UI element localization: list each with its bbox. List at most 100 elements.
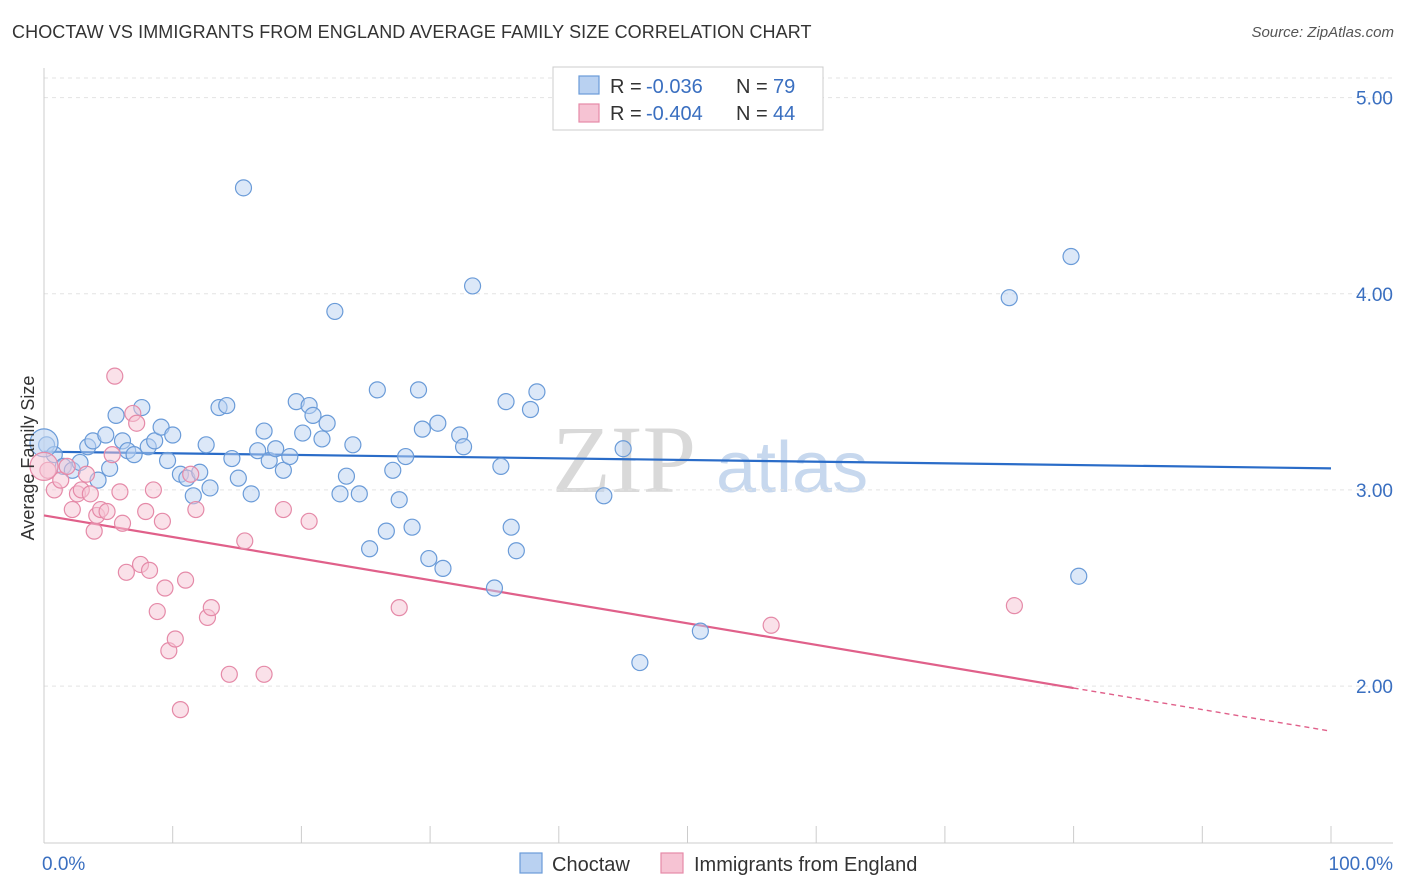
point-choctaw-68 — [507, 542, 525, 560]
point-england-13 — [103, 446, 121, 464]
point-england-9 — [85, 522, 103, 540]
point-choctaw-72 — [614, 440, 632, 458]
legend-swatch-england — [660, 852, 684, 874]
x-tick-label-right: 100.0% — [1329, 854, 1394, 875]
point-england-17 — [117, 563, 135, 581]
chart-source: Source: ZipAtlas.com — [1251, 24, 1394, 41]
grid-layer — [44, 77, 1393, 687]
point-england-35 — [220, 665, 238, 683]
point-choctaw-31 — [242, 485, 260, 503]
point-choctaw-48 — [350, 485, 368, 503]
point-choctaw-52 — [384, 461, 402, 479]
point-choctaw-59 — [429, 414, 447, 432]
point-choctaw-35 — [267, 440, 285, 458]
x-tick-label-left: 0.0% — [42, 854, 85, 875]
point-choctaw-33 — [255, 422, 273, 440]
point-england-16 — [113, 514, 132, 532]
point-england-37 — [255, 665, 273, 683]
point-choctaw-73 — [631, 653, 649, 672]
point-england-19 — [128, 414, 146, 432]
point-choctaw-36 — [274, 461, 292, 479]
point-choctaw-44 — [326, 302, 344, 321]
point-choctaw-51 — [377, 522, 395, 540]
point-choctaw-8 — [97, 426, 115, 444]
trend-line-extension-england — [1073, 687, 1332, 732]
point-england-23 — [144, 481, 162, 499]
point-choctaw-45 — [331, 485, 349, 503]
point-england-26 — [156, 579, 174, 597]
point-england-2 — [52, 471, 70, 489]
stats-r-value-england: -0.404 — [646, 103, 703, 125]
point-choctaw-46 — [337, 467, 356, 485]
stats-r-label-england: R = — [610, 103, 642, 125]
chart-title: CHOCTAW VS IMMIGRANTS FROM ENGLAND AVERA… — [12, 22, 812, 42]
point-choctaw-28 — [223, 449, 241, 468]
y-tick-label-2: 4.00 — [1356, 285, 1393, 306]
point-choctaw-63 — [463, 277, 482, 295]
stats-r-value-choctaw: -0.036 — [646, 76, 703, 98]
point-choctaw-62 — [454, 438, 473, 456]
point-england-8 — [81, 485, 99, 503]
point-england-40 — [390, 599, 408, 617]
stats-legend-swatch-choctaw — [578, 75, 600, 95]
point-choctaw-75 — [1000, 289, 1018, 307]
point-choctaw-67 — [502, 518, 520, 536]
legend-swatch-choctaw — [519, 852, 543, 874]
point-england-25 — [153, 512, 172, 530]
point-choctaw-74 — [691, 622, 709, 640]
point-choctaw-56 — [409, 381, 428, 399]
point-england-32 — [187, 500, 205, 519]
point-choctaw-43 — [318, 414, 336, 432]
stats-n-value-england: 44 — [773, 103, 795, 125]
point-choctaw-58 — [420, 549, 438, 568]
point-choctaw-13 — [125, 446, 143, 464]
points-layer — [29, 179, 1088, 719]
point-england-41 — [762, 616, 780, 634]
point-choctaw-47 — [344, 436, 362, 454]
point-choctaw-24 — [197, 436, 215, 454]
axes-layer: 2.00 3.00 4.00 5.00 — [43, 68, 1393, 844]
point-choctaw-16 — [146, 432, 164, 450]
point-choctaw-76 — [1062, 247, 1080, 266]
point-england-39 — [300, 512, 318, 530]
stats-legend: R = -0.036 N = 79 R = -0.404 N = 44 — [552, 66, 824, 131]
point-choctaw-71 — [595, 487, 613, 505]
point-choctaw-69 — [521, 400, 540, 419]
stats-legend-swatch-england — [578, 103, 600, 123]
y-tick-label-1: 3.00 — [1356, 481, 1393, 502]
point-choctaw-32 — [249, 442, 267, 460]
y-axis-title: Average Family Size — [18, 376, 38, 541]
point-england-14 — [106, 367, 124, 385]
point-choctaw-10 — [107, 406, 125, 424]
trend-line-england — [43, 514, 1074, 690]
point-england-4 — [63, 500, 81, 519]
stats-n-label-choctaw: N = — [736, 76, 768, 98]
point-england-22 — [140, 561, 159, 579]
y-tick-label-0: 2.00 — [1356, 677, 1393, 698]
point-england-31 — [182, 465, 200, 483]
point-england-24 — [148, 602, 166, 621]
point-choctaw-39 — [294, 424, 312, 442]
point-choctaw-19 — [164, 426, 182, 444]
point-england-29 — [171, 701, 190, 719]
point-choctaw-65 — [492, 457, 510, 475]
point-england-21 — [137, 502, 155, 521]
stats-n-value-choctaw: 79 — [773, 76, 795, 98]
point-choctaw-53 — [390, 491, 408, 509]
point-choctaw-18 — [158, 451, 177, 470]
point-england-43 — [29, 451, 59, 481]
watermark-atlas: atlas — [716, 428, 868, 508]
point-choctaw-64 — [485, 579, 504, 597]
point-england-34 — [202, 599, 220, 617]
legend-label-choctaw: Choctaw — [552, 854, 630, 876]
point-choctaw-77 — [1070, 567, 1088, 585]
point-choctaw-54 — [397, 447, 415, 466]
point-choctaw-29 — [229, 469, 247, 487]
point-choctaw-42 — [313, 430, 331, 448]
legend-label-england: Immigrants from England — [694, 854, 917, 876]
point-choctaw-60 — [434, 559, 452, 577]
y-tick-label-3: 5.00 — [1356, 89, 1393, 110]
stats-n-label-england: N = — [736, 103, 768, 125]
stats-r-label-choctaw: R = — [610, 76, 642, 98]
